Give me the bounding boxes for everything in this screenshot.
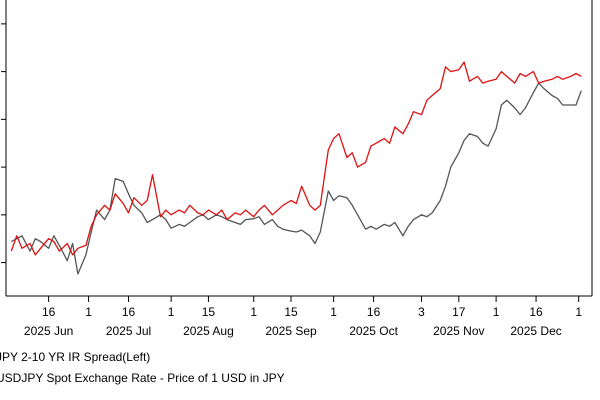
x-tick-label-month: 2025 Sep — [265, 324, 317, 338]
x-tick-label-day: 1 — [575, 305, 582, 319]
series-line-usdjpy — [10, 61, 582, 256]
y-axis-ticks — [1, 23, 6, 264]
x-tick-label-day: 1 — [330, 305, 337, 319]
x-tick-label-day: 1 — [168, 305, 175, 319]
x-tick-label-day: 16 — [529, 305, 543, 319]
series-layer — [10, 61, 582, 275]
x-tick-label-day: 16 — [122, 305, 136, 319]
x-tick-label-month: 2025 Aug — [183, 324, 234, 338]
x-tick-label-month: 2025 Nov — [433, 324, 484, 338]
x-tick-label-month: 2025 Jul — [106, 324, 151, 338]
x-tick-label-day: 3 — [418, 305, 425, 319]
x-tick-label-month: 2025 Jun — [24, 324, 73, 338]
legend-entry-usdjpy: USDJPY Spot Exchange Rate - Price of 1 U… — [0, 371, 285, 385]
x-tick-label-day: 16 — [367, 305, 381, 319]
x-tick-label-day: 17 — [452, 305, 466, 319]
x-tick-label-month: 2025 Dec — [510, 324, 561, 338]
legend-entry-spread: JPY 2-10 YR IR Spread(Left) — [0, 350, 151, 364]
x-axis-ticks — [48, 296, 580, 302]
x-tick-label-day: 1 — [250, 305, 257, 319]
plot-frame — [5, 0, 593, 297]
x-tick-label-day: 15 — [202, 305, 216, 319]
x-tick-label-day: 16 — [42, 305, 56, 319]
x-tick-label-month: 2025 Oct — [349, 324, 398, 338]
x-axis-tick-labels: 16 2025 Jun 1 16 2025 Jul 1 15 2025 Aug 1 15 2025 … — [24, 305, 582, 338]
x-tick-label-day: 1 — [493, 305, 500, 319]
series-line-spread — [10, 82, 582, 275]
x-tick-label-day: 1 — [85, 305, 92, 319]
x-tick-label-day: 15 — [284, 305, 298, 319]
